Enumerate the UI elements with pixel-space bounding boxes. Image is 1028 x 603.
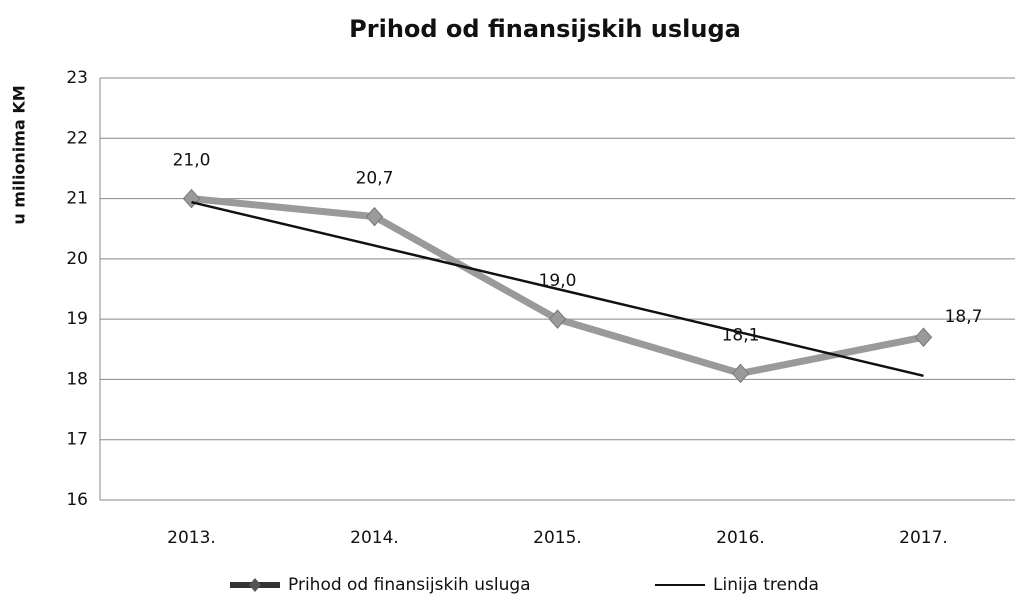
x-tick-label: 2016. [716,528,765,548]
data-point [182,188,201,209]
x-tick-label: 2015. [533,528,582,548]
y-tick-label: 19 [66,309,88,329]
legend-marker [249,578,261,592]
y-tick-label: 23 [66,68,88,88]
x-tick-label: 2014. [350,528,399,548]
series-line [191,200,924,378]
y-tick-label: 17 [66,430,88,450]
y-axis-label: u milionima KM [10,85,29,224]
y-tick-label: 22 [66,128,88,148]
x-tick-label: 2017. [899,528,948,548]
data-label: 20,7 [356,169,394,189]
data-point [731,363,750,384]
y-tick-label: 21 [66,189,88,209]
data-point [548,309,567,329]
y-tick-label: 16 [66,490,88,510]
data-label: 18,7 [945,307,983,327]
data-point [365,206,384,227]
legend-label: Prihod od finansijskih usluga [288,575,531,595]
chart-title: Prihod od finansijskih usluga [349,15,741,43]
data-label: 21,0 [173,151,211,171]
x-tick-label: 2013. [167,528,216,548]
y-tick-label: 18 [66,369,88,389]
data-point [914,327,933,347]
legend-label: Linija trenda [713,575,819,595]
y-tick-label: 20 [66,249,88,269]
